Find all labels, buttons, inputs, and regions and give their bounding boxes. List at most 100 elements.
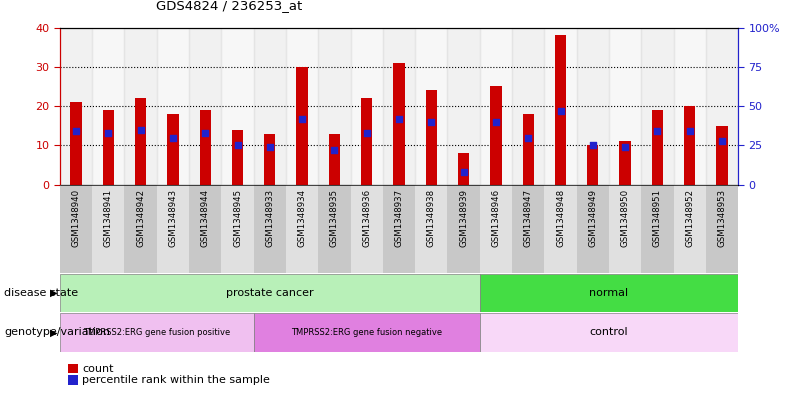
Point [393,116,405,122]
Bar [200,110,211,185]
Text: GSM1348948: GSM1348948 [556,189,565,247]
Point [554,108,567,114]
Point [102,130,115,136]
Bar [425,90,437,185]
Text: GSM1348942: GSM1348942 [136,189,145,247]
Point [522,134,535,141]
Bar [544,28,577,185]
Text: genotype/variation: genotype/variation [4,327,110,338]
Bar [92,185,124,273]
Bar [189,185,221,273]
Bar [156,185,189,273]
Text: percentile rank within the sample: percentile rank within the sample [82,375,270,386]
Bar [642,185,674,273]
Bar [684,106,695,185]
Point [716,138,729,144]
Bar [383,28,415,185]
Bar [609,28,642,185]
Bar [124,185,156,273]
Bar [286,185,318,273]
Point [618,144,631,150]
Bar [458,153,469,185]
Point [361,130,373,136]
Bar [254,313,480,352]
Text: GSM1348939: GSM1348939 [459,189,468,247]
Point [199,130,211,136]
Bar [254,185,286,273]
Bar [70,102,81,185]
Bar [393,63,405,185]
Bar [60,185,92,273]
Bar [254,28,286,185]
Text: GSM1348951: GSM1348951 [653,189,662,247]
Text: GSM1348945: GSM1348945 [233,189,242,247]
Point [167,134,180,141]
Text: GSM1348946: GSM1348946 [492,189,500,247]
Bar [60,28,92,185]
Bar [221,185,254,273]
Point [651,128,664,134]
Point [263,144,276,150]
Text: ▶: ▶ [49,288,57,298]
Bar [350,28,383,185]
Bar [264,134,275,185]
Bar [135,98,146,185]
Bar [415,185,448,273]
Point [425,119,437,125]
Bar [60,274,480,312]
Point [134,127,147,133]
Bar [103,110,114,185]
Bar [523,114,534,185]
Point [69,128,82,134]
Bar [221,28,254,185]
Point [457,169,470,175]
Bar [329,134,340,185]
Bar [480,28,512,185]
Text: GSM1348943: GSM1348943 [168,189,177,247]
Text: GSM1348941: GSM1348941 [104,189,113,247]
Bar [350,185,383,273]
Text: prostate cancer: prostate cancer [226,288,314,298]
Text: TMPRSS2:ERG gene fusion negative: TMPRSS2:ERG gene fusion negative [291,328,442,337]
Bar [717,126,728,185]
Bar [480,274,738,312]
Text: GSM1348937: GSM1348937 [394,189,404,247]
Text: GSM1348949: GSM1348949 [588,189,597,247]
Bar [577,185,609,273]
Text: GSM1348952: GSM1348952 [685,189,694,247]
Bar [544,185,577,273]
Bar [642,28,674,185]
Bar [232,130,243,185]
Bar [555,35,566,185]
Bar [60,313,254,352]
Text: GSM1348933: GSM1348933 [265,189,275,247]
Point [296,116,309,122]
Text: GSM1348944: GSM1348944 [201,189,210,247]
Text: GSM1348947: GSM1348947 [523,189,533,247]
Text: GSM1348950: GSM1348950 [621,189,630,247]
Text: GSM1348953: GSM1348953 [717,189,726,247]
Text: GSM1348938: GSM1348938 [427,189,436,247]
Bar [415,28,448,185]
Bar [480,313,738,352]
Bar [652,110,663,185]
Bar [577,28,609,185]
Bar [92,28,124,185]
Text: GSM1348934: GSM1348934 [298,189,306,247]
Text: count: count [82,364,113,374]
Bar [609,185,642,273]
Bar [361,98,373,185]
Point [328,147,341,153]
Bar [587,145,598,185]
Bar [512,185,544,273]
Text: control: control [590,327,628,338]
Point [683,128,696,134]
Point [489,119,502,125]
Text: TMPRSS2:ERG gene fusion positive: TMPRSS2:ERG gene fusion positive [83,328,231,337]
Text: GSM1348936: GSM1348936 [362,189,371,247]
Bar [674,185,706,273]
Bar [156,28,189,185]
Bar [706,185,738,273]
Bar [512,28,544,185]
Bar [706,28,738,185]
